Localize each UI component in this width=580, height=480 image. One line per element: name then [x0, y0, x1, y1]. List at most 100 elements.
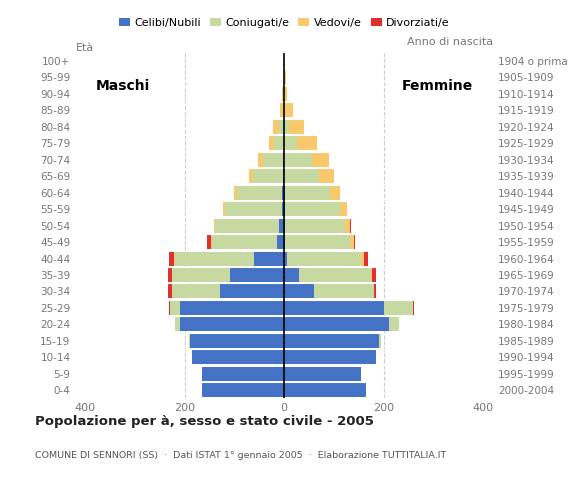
Bar	[277, 235, 284, 249]
Bar	[284, 350, 376, 364]
Bar	[282, 103, 284, 118]
Bar	[364, 252, 368, 265]
Bar	[224, 202, 282, 216]
Bar	[285, 235, 350, 249]
Bar	[169, 252, 174, 265]
Bar	[282, 202, 284, 216]
Bar	[258, 153, 263, 167]
Bar	[282, 186, 284, 200]
Text: COMUNE DI SENNORI (SS)  ·  Dati ISTAT 1° gennaio 2005  ·  Elaborazione TUTTITALI: COMUNE DI SENNORI (SS) · Dati ISTAT 1° g…	[35, 451, 446, 460]
Bar	[284, 218, 285, 233]
Bar	[220, 285, 284, 299]
Bar	[168, 268, 172, 282]
Bar	[273, 120, 279, 134]
Bar	[175, 317, 180, 331]
Bar	[283, 87, 284, 101]
Bar	[180, 301, 284, 315]
Bar	[172, 268, 230, 282]
Bar	[389, 317, 398, 331]
Bar	[319, 169, 334, 183]
Bar	[284, 252, 287, 265]
Bar	[274, 136, 284, 150]
Bar	[192, 350, 284, 364]
Bar	[374, 285, 376, 299]
Bar	[284, 317, 389, 331]
Bar	[284, 103, 285, 118]
Bar	[279, 120, 284, 134]
Bar	[188, 334, 190, 348]
Bar	[284, 202, 285, 216]
Bar	[284, 71, 286, 84]
Bar	[285, 186, 330, 200]
Bar	[215, 218, 279, 233]
Text: Femmine: Femmine	[402, 79, 473, 93]
Bar	[223, 202, 224, 216]
Bar	[213, 218, 215, 233]
Legend: Celibi/Nubili, Coniugati/e, Vedovi/e, Divorziati/e: Celibi/Nubili, Coniugati/e, Vedovi/e, Di…	[114, 13, 454, 33]
Bar	[283, 153, 284, 167]
Bar	[284, 235, 285, 249]
Bar	[170, 301, 180, 315]
Bar	[285, 218, 345, 233]
Bar	[372, 268, 376, 282]
Bar	[361, 252, 364, 265]
Bar	[280, 103, 282, 118]
Bar	[311, 153, 329, 167]
Bar	[190, 334, 284, 348]
Bar	[284, 136, 296, 150]
Bar	[175, 252, 255, 265]
Bar	[263, 153, 283, 167]
Bar	[287, 252, 361, 265]
Bar	[207, 235, 211, 249]
Bar	[269, 136, 274, 150]
Bar	[169, 301, 170, 315]
Bar	[284, 153, 311, 167]
Bar	[340, 202, 347, 216]
Bar	[172, 285, 220, 299]
Bar	[314, 285, 374, 299]
Bar	[284, 285, 314, 299]
Bar	[296, 136, 317, 150]
Bar	[350, 218, 351, 233]
Bar	[285, 103, 293, 118]
Bar	[212, 235, 277, 249]
Bar	[234, 186, 237, 200]
Bar	[330, 186, 340, 200]
Bar	[284, 169, 319, 183]
Bar	[285, 202, 340, 216]
Bar	[289, 120, 304, 134]
Bar	[202, 383, 284, 397]
Bar	[249, 169, 253, 183]
Bar	[180, 317, 284, 331]
Bar	[174, 252, 175, 265]
Bar	[383, 301, 414, 315]
Bar	[299, 268, 371, 282]
Bar	[283, 169, 284, 183]
Bar	[168, 285, 172, 299]
Bar	[255, 252, 284, 265]
Text: Anno di nascita: Anno di nascita	[407, 37, 493, 47]
Bar	[379, 334, 381, 348]
Bar	[284, 120, 289, 134]
Bar	[284, 301, 383, 315]
Bar	[284, 186, 285, 200]
Text: Età: Età	[75, 43, 93, 53]
Bar	[350, 235, 354, 249]
Bar	[284, 383, 366, 397]
Bar	[414, 301, 415, 315]
Bar	[279, 218, 284, 233]
Bar	[202, 367, 284, 381]
Bar	[371, 268, 372, 282]
Bar	[284, 367, 361, 381]
Bar	[282, 87, 283, 101]
Bar	[230, 268, 284, 282]
Bar	[284, 268, 299, 282]
Bar	[284, 87, 287, 101]
Bar	[345, 218, 350, 233]
Bar	[211, 235, 212, 249]
Bar	[253, 169, 283, 183]
Bar	[237, 186, 282, 200]
Bar	[284, 334, 379, 348]
Text: Maschi: Maschi	[95, 79, 150, 93]
Text: Popolazione per à, sesso e stato civile - 2005: Popolazione per à, sesso e stato civile …	[35, 415, 374, 428]
